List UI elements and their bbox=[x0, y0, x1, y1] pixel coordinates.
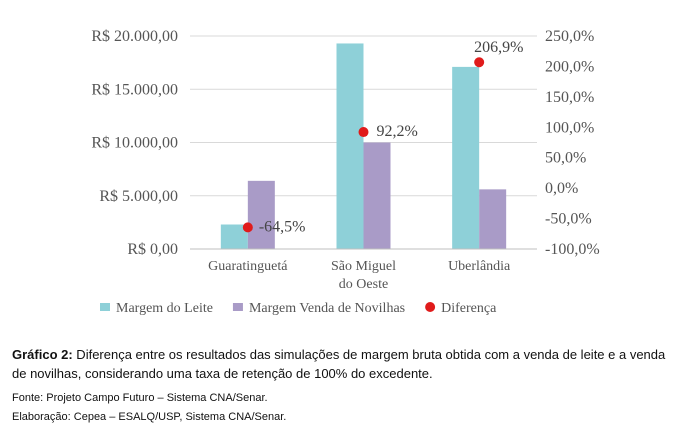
difference-points: -64,5% 92,2% 206,9% bbox=[242, 39, 523, 235]
right-tick-label: 150,0% bbox=[545, 89, 594, 106]
legend: Margem do Leite Margem Venda de Novilhas D… bbox=[100, 301, 497, 316]
legend-marker bbox=[232, 303, 243, 311]
difference-label: 206,9% bbox=[474, 39, 523, 56]
right-tick-label: 50,0% bbox=[545, 150, 586, 167]
category-label: do Oeste bbox=[339, 277, 388, 292]
bar-margem-novilhas bbox=[479, 189, 507, 249]
difference-point bbox=[242, 222, 253, 233]
difference-label: -64,5% bbox=[259, 218, 306, 235]
axes: R$ 0,00 R$ 5.000,00 R$ 10.000,00 R$ 15.000,… bbox=[91, 28, 599, 292]
category-label: Uberlândia bbox=[448, 259, 511, 274]
left-tick-label: R$ 10.000,00 bbox=[91, 135, 178, 152]
bars bbox=[220, 43, 507, 249]
legend-marker bbox=[425, 302, 436, 312]
right-tick-label: -50,0% bbox=[545, 211, 592, 228]
difference-point bbox=[474, 57, 485, 68]
left-tick-label: R$ 0,00 bbox=[127, 241, 178, 258]
right-tick-label: 100,0% bbox=[545, 119, 594, 136]
legend-marker bbox=[100, 303, 110, 311]
chart: R$ 0,00 R$ 5.000,00 R$ 10.000,00 R$ 15.000,… bbox=[91, 28, 599, 316]
bar-margem-leite bbox=[452, 66, 480, 249]
difference-label: 92,2% bbox=[377, 123, 418, 140]
bar-margem-leite bbox=[336, 43, 364, 249]
difference-point bbox=[358, 127, 369, 138]
caption-text: Diferença entre os resultados das simula… bbox=[12, 347, 666, 381]
legend-label: Margem do Leite bbox=[116, 301, 213, 316]
right-tick-label: 250,0% bbox=[545, 28, 594, 45]
bar-margem-novilhas bbox=[363, 142, 391, 249]
category-label: São Miguel bbox=[331, 259, 396, 274]
right-tick-label: 200,0% bbox=[545, 58, 594, 75]
elaboration-note: Elaboração: Cepea – ESALQ/USP, Sistema C… bbox=[12, 411, 287, 423]
bar-margem-novilhas bbox=[247, 180, 275, 249]
figure-caption: Gráfico 2: Diferença entre os resultados… bbox=[12, 345, 672, 383]
right-tick-label: -100,0% bbox=[545, 241, 600, 258]
left-tick-label: R$ 20.000,00 bbox=[91, 28, 178, 45]
left-tick-label: R$ 15.000,00 bbox=[91, 81, 178, 98]
right-tick-label: 0,0% bbox=[545, 180, 578, 197]
category-label: Guaratinguetá bbox=[208, 259, 288, 274]
caption-label: Gráfico 2: bbox=[12, 347, 73, 362]
legend-label: Diferença bbox=[441, 301, 497, 316]
source-note: Fonte: Projeto Campo Futuro – Sistema CN… bbox=[12, 392, 268, 404]
legend-label: Margem Venda de Novilhas bbox=[249, 301, 405, 316]
left-tick-label: R$ 5.000,00 bbox=[99, 188, 178, 205]
